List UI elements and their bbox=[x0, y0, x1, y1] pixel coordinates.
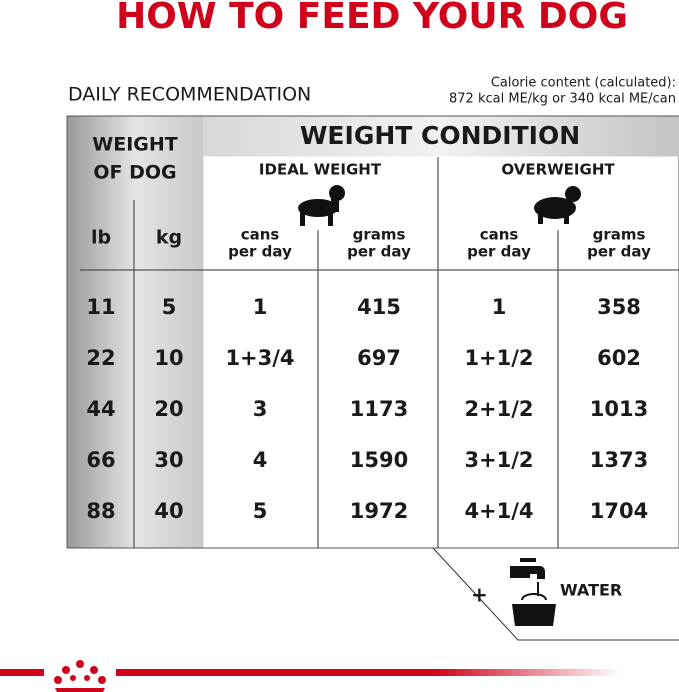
cell: 1+3/4 bbox=[225, 346, 294, 370]
cell: 5 bbox=[253, 499, 268, 523]
title: HOW TO FEED YOUR DOG bbox=[116, 0, 628, 37]
cell: 1+1/2 bbox=[464, 346, 533, 370]
cell: 1 bbox=[253, 295, 268, 319]
cell: 1373 bbox=[590, 448, 648, 472]
water-label: WATER bbox=[560, 581, 622, 600]
cell: 2+1/2 bbox=[464, 397, 533, 421]
cell: 4 bbox=[253, 448, 268, 472]
cell: 20 bbox=[154, 397, 183, 421]
dog-icon bbox=[298, 185, 345, 226]
cell: 1013 bbox=[590, 397, 648, 421]
condition-header: WEIGHT CONDITION bbox=[300, 121, 580, 150]
plus: + bbox=[471, 583, 488, 607]
cell: 11 bbox=[86, 295, 115, 319]
cell: 40 bbox=[154, 499, 183, 523]
column-header: per day bbox=[587, 243, 651, 261]
column-header: per day bbox=[347, 243, 411, 261]
cell: 1972 bbox=[350, 499, 408, 523]
cell: 66 bbox=[86, 448, 115, 472]
cell: 358 bbox=[597, 295, 641, 319]
weight-header: OF DOG bbox=[93, 162, 176, 184]
column-header: lb bbox=[91, 227, 111, 249]
cell: 4+1/4 bbox=[464, 499, 533, 523]
calorie-note: 872 kcal ME/kg or 340 kcal ME/can bbox=[449, 92, 676, 107]
group-header: OVERWEIGHT bbox=[501, 161, 615, 179]
water-icon bbox=[510, 558, 556, 626]
cell: 10 bbox=[154, 346, 183, 370]
condition-header-bg bbox=[203, 116, 679, 157]
column-header: per day bbox=[228, 243, 292, 261]
brand-line bbox=[0, 669, 620, 676]
cell: 1 bbox=[492, 295, 507, 319]
weight-header: WEIGHT bbox=[92, 134, 178, 156]
column-header: cans bbox=[480, 226, 519, 244]
calorie-note: Calorie content (calculated): bbox=[491, 76, 676, 91]
subheading: DAILY RECOMMENDATION bbox=[68, 84, 311, 106]
cell: 22 bbox=[86, 346, 115, 370]
cell: 3 bbox=[253, 397, 268, 421]
cell: 602 bbox=[597, 346, 641, 370]
column-header: cans bbox=[241, 226, 280, 244]
cell: 88 bbox=[86, 499, 115, 523]
table: WEIGHT OF DOG WEIGHT CONDITION IDEAL WEI… bbox=[66, 115, 679, 549]
dog-icon bbox=[534, 186, 581, 224]
cell: 1590 bbox=[350, 448, 408, 472]
column-header: grams bbox=[353, 226, 406, 244]
cell: 5 bbox=[162, 295, 177, 319]
cell: 697 bbox=[357, 346, 401, 370]
cell: 1704 bbox=[590, 499, 648, 523]
group-header: IDEAL WEIGHT bbox=[259, 161, 382, 179]
weight-column-bg bbox=[67, 116, 204, 548]
cell: 415 bbox=[357, 295, 401, 319]
cell: 3+1/2 bbox=[464, 448, 533, 472]
column-header: per day bbox=[467, 243, 531, 261]
column-header: kg bbox=[156, 227, 182, 249]
cell: 44 bbox=[86, 397, 115, 421]
crown-logo bbox=[44, 660, 116, 692]
column-header: grams bbox=[593, 226, 646, 244]
cell: 1173 bbox=[350, 397, 408, 421]
cell: 30 bbox=[154, 448, 183, 472]
